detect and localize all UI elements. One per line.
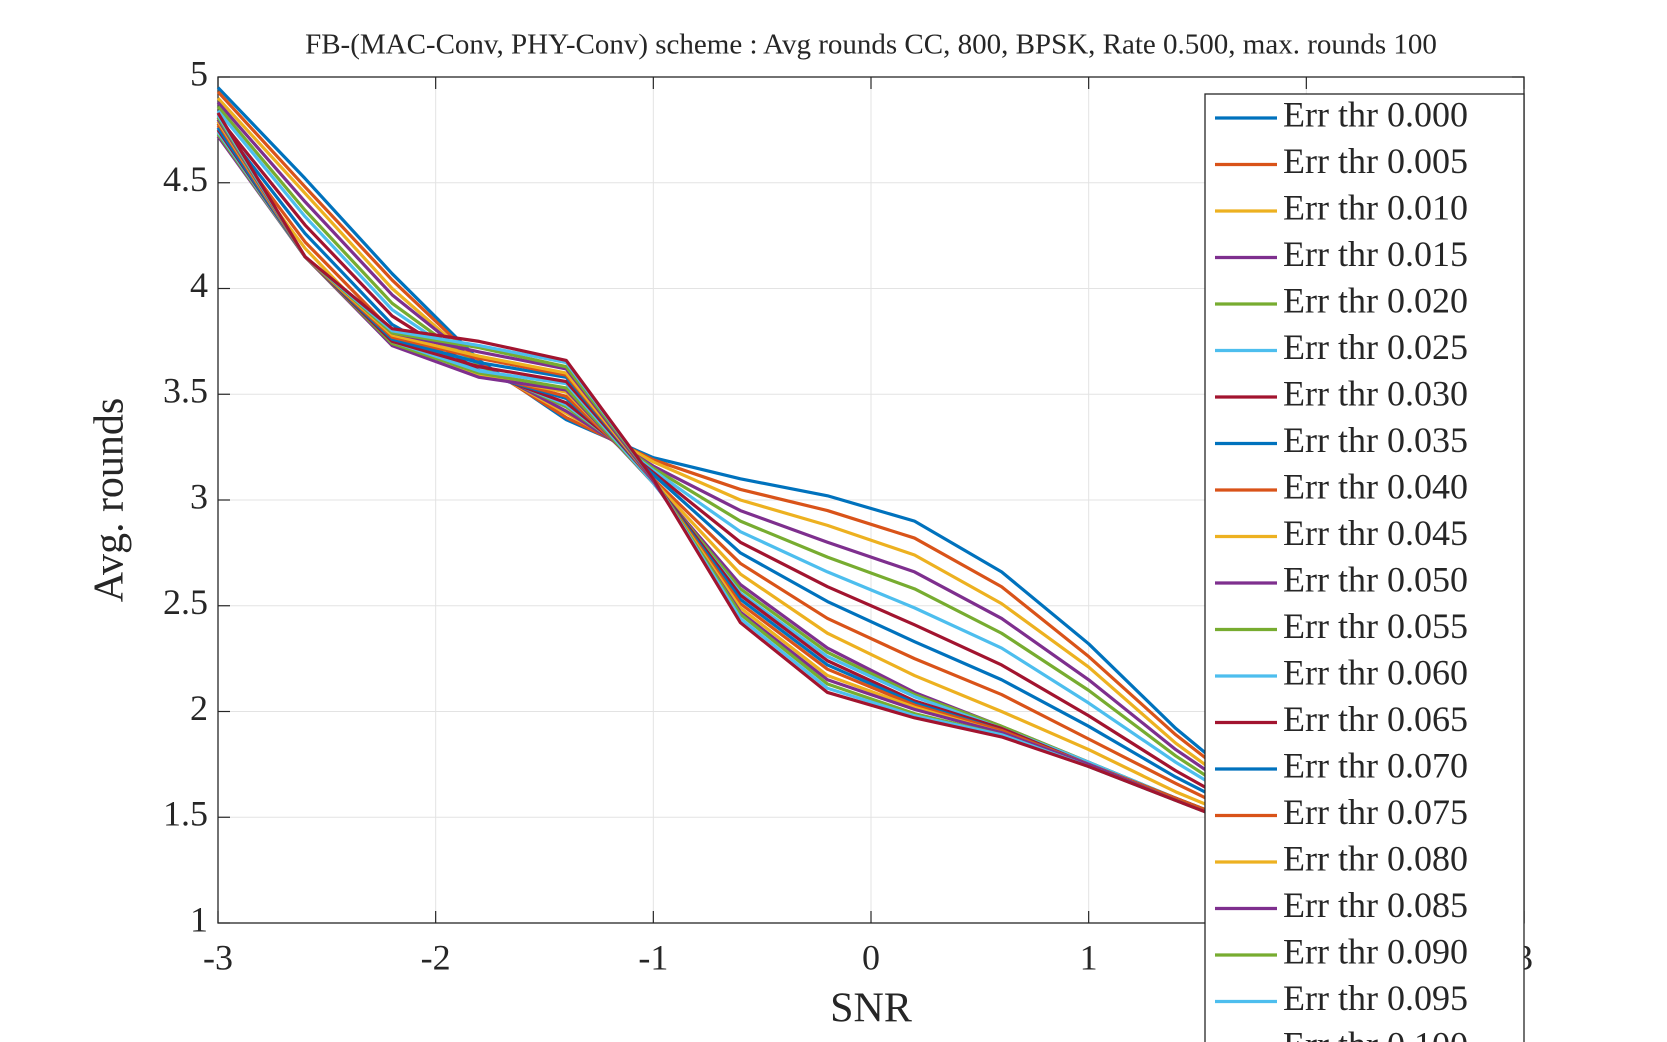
y-tick-label: 3 [190, 476, 208, 516]
legend-label: Err thr 0.010 [1283, 187, 1468, 227]
legend-label: Err thr 0.035 [1283, 420, 1468, 460]
legend-label: Err thr 0.070 [1283, 745, 1468, 785]
legend-label: Err thr 0.040 [1283, 466, 1468, 506]
y-axis-label: Avg. rounds [87, 398, 133, 603]
legend-label: Err thr 0.055 [1283, 606, 1468, 646]
legend: Err thr 0.000 Err thr 0.005 Err thr 0.010 E… [1204, 93, 1525, 1042]
y-tick-label: 4 [190, 265, 208, 305]
legend-label: Err thr 0.085 [1283, 885, 1468, 925]
y-tick-label: 5 [190, 53, 208, 93]
legend-label: Err thr 0.060 [1283, 652, 1468, 692]
y-tick-label: 1 [190, 899, 208, 939]
x-axis-label: SNR [830, 986, 912, 1032]
x-tick-label: -3 [203, 937, 233, 977]
legend-label: Err thr 0.000 [1283, 94, 1468, 134]
legend-label: Err thr 0.075 [1283, 792, 1468, 832]
legend-label: Err thr 0.095 [1283, 978, 1468, 1018]
x-tick-label: -1 [638, 937, 668, 977]
y-tick-label: 2.5 [163, 582, 208, 622]
legend-label: Err thr 0.030 [1283, 373, 1468, 413]
legend-label: Err thr 0.005 [1283, 141, 1468, 181]
legend-label: Err thr 0.045 [1283, 513, 1468, 553]
y-tick-label: 1.5 [163, 794, 208, 834]
legend-label: Err thr 0.050 [1283, 559, 1468, 599]
legend-label: Err thr 0.025 [1283, 327, 1468, 367]
y-tick-label: 2 [190, 688, 208, 728]
x-tick-label: -2 [421, 937, 451, 977]
legend-label: Err thr 0.065 [1283, 699, 1468, 739]
legend-box [1204, 93, 1525, 1042]
legend-label: Err thr 0.080 [1283, 838, 1468, 878]
legend-label: Err thr 0.020 [1283, 280, 1468, 320]
x-tick-label: 1 [1080, 937, 1098, 977]
legend-label: Err thr 0.090 [1283, 931, 1468, 971]
chart-title: FB-(MAC-Conv, PHY-Conv) scheme : Avg rou… [305, 29, 1437, 61]
y-tick-label: 4.5 [163, 159, 208, 199]
y-tick-label: 3.5 [163, 371, 208, 411]
legend-label: Err thr 0.100 [1283, 1024, 1468, 1042]
x-tick-label: 0 [862, 937, 880, 977]
legend-label: Err thr 0.015 [1283, 234, 1468, 274]
